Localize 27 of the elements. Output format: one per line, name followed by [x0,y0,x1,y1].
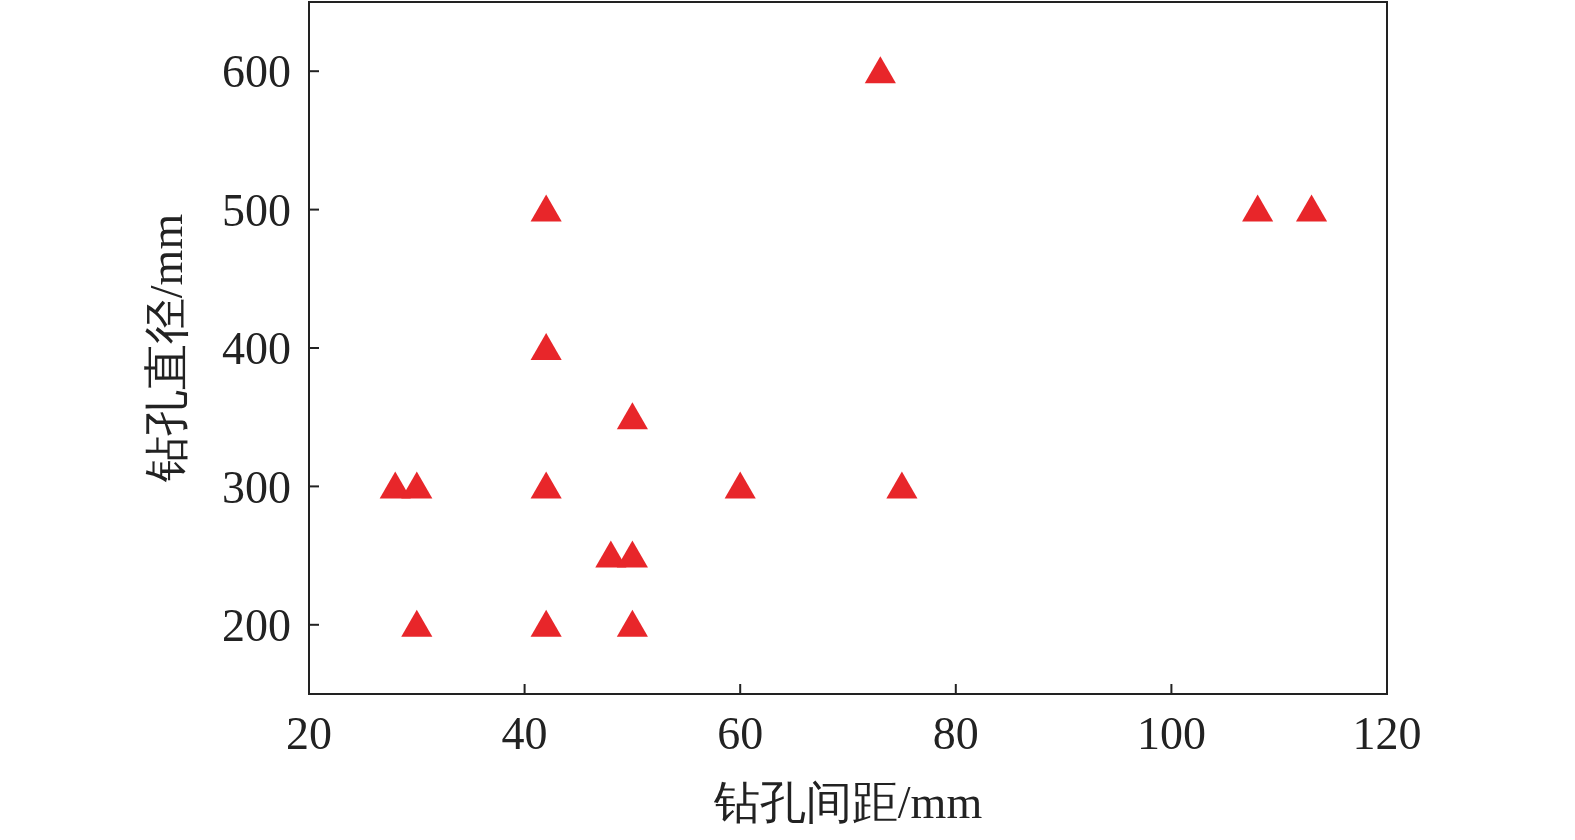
x-axis-title: 钻孔间距/mm [712,777,983,828]
x-tick-label: 60 [717,708,764,759]
point [616,540,648,568]
x-tick-label: 20 [286,708,332,759]
point [530,471,562,499]
point [616,609,648,637]
x-tick-label: 120 [1352,708,1422,759]
point [530,333,562,360]
y-tick-label: 600 [222,46,291,98]
x-tick-label: 80 [932,708,979,759]
y-tick-label: 300 [222,461,291,513]
point [1295,194,1328,222]
point [616,402,648,430]
point [724,471,756,499]
point [864,56,896,84]
point [530,194,562,222]
y-tick-label: 400 [222,323,291,375]
point [530,609,562,637]
point [1242,194,1274,222]
x-tick-label: 100 [1136,708,1206,759]
y-tick-label: 200 [222,599,291,651]
y-axis-title: 钻孔直径/mm [141,213,192,484]
point [401,471,433,499]
point [401,609,433,637]
point [886,471,918,499]
y-tick-label: 500 [222,184,291,236]
x-tick-label: 40 [501,708,548,759]
